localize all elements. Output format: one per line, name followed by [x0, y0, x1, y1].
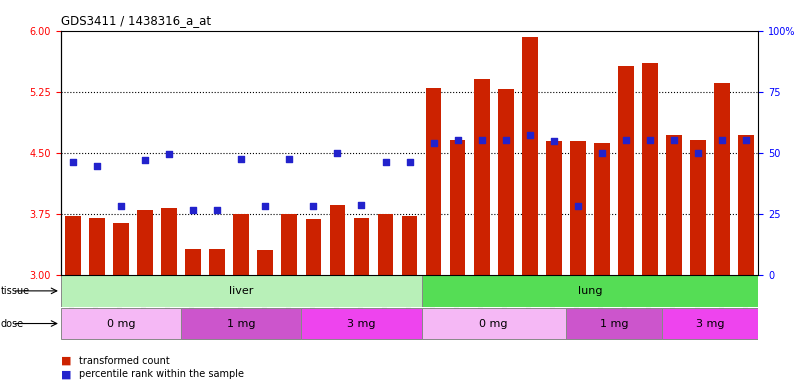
Bar	[474, 79, 490, 275]
Bar	[450, 141, 466, 275]
Bar	[89, 218, 105, 275]
Bar	[667, 135, 682, 275]
Point	[379, 159, 392, 166]
Bar	[642, 63, 658, 275]
Text: tissue: tissue	[1, 286, 30, 296]
Point	[475, 137, 488, 144]
Text: 0 mg: 0 mg	[107, 318, 135, 329]
Text: ■: ■	[61, 356, 71, 366]
Point	[740, 137, 753, 144]
Point	[67, 159, 79, 166]
Bar	[161, 208, 177, 275]
Point	[716, 137, 729, 144]
Point	[234, 156, 247, 162]
Point	[283, 156, 296, 162]
Point	[90, 163, 103, 169]
Point	[403, 159, 416, 166]
Point	[114, 203, 127, 209]
Bar	[401, 216, 418, 275]
Point	[692, 149, 705, 156]
Bar	[234, 214, 249, 275]
Bar	[739, 135, 754, 275]
Bar	[281, 214, 297, 275]
Bar	[114, 223, 129, 275]
Point	[523, 132, 536, 138]
Text: liver: liver	[229, 286, 253, 296]
Bar	[546, 141, 562, 275]
Point	[595, 149, 608, 156]
Text: percentile rank within the sample: percentile rank within the sample	[79, 369, 243, 379]
Point	[355, 202, 368, 208]
Point	[644, 137, 657, 144]
Point	[331, 149, 344, 156]
Point	[572, 203, 585, 209]
Bar	[498, 89, 513, 275]
Point	[667, 137, 680, 144]
Point	[500, 137, 513, 144]
Point	[427, 140, 440, 146]
Point	[547, 138, 560, 144]
Point	[451, 137, 464, 144]
Bar	[61, 308, 181, 339]
Bar	[566, 308, 662, 339]
Text: 0 mg: 0 mg	[479, 318, 508, 329]
Bar	[662, 308, 758, 339]
Bar	[522, 37, 538, 275]
Bar	[329, 205, 345, 275]
Point	[162, 151, 175, 157]
Bar	[302, 308, 422, 339]
Bar	[426, 88, 441, 275]
Point	[187, 207, 200, 214]
Text: 3 mg: 3 mg	[347, 318, 375, 329]
Bar	[690, 141, 706, 275]
Text: lung: lung	[577, 286, 603, 296]
Bar	[61, 275, 422, 306]
Bar	[185, 248, 201, 275]
Text: dose: dose	[1, 318, 24, 329]
Bar	[714, 83, 730, 275]
Bar	[570, 141, 586, 275]
Bar	[618, 66, 634, 275]
Point	[259, 203, 272, 209]
Text: 3 mg: 3 mg	[696, 318, 724, 329]
Bar	[209, 248, 225, 275]
Bar	[422, 275, 758, 306]
Point	[211, 207, 224, 213]
Text: 1 mg: 1 mg	[599, 318, 629, 329]
Bar	[65, 216, 80, 275]
Point	[139, 157, 152, 163]
Bar	[422, 308, 566, 339]
Point	[307, 203, 320, 209]
Bar	[137, 210, 152, 275]
Bar	[257, 250, 273, 275]
Text: transformed count: transformed count	[79, 356, 169, 366]
Bar	[354, 218, 369, 275]
Text: ■: ■	[61, 369, 71, 379]
Bar	[306, 219, 321, 275]
Bar	[181, 308, 302, 339]
Text: GDS3411 / 1438316_a_at: GDS3411 / 1438316_a_at	[61, 14, 211, 27]
Bar	[378, 214, 393, 275]
Bar	[594, 143, 610, 275]
Text: 1 mg: 1 mg	[227, 318, 255, 329]
Point	[620, 137, 633, 144]
